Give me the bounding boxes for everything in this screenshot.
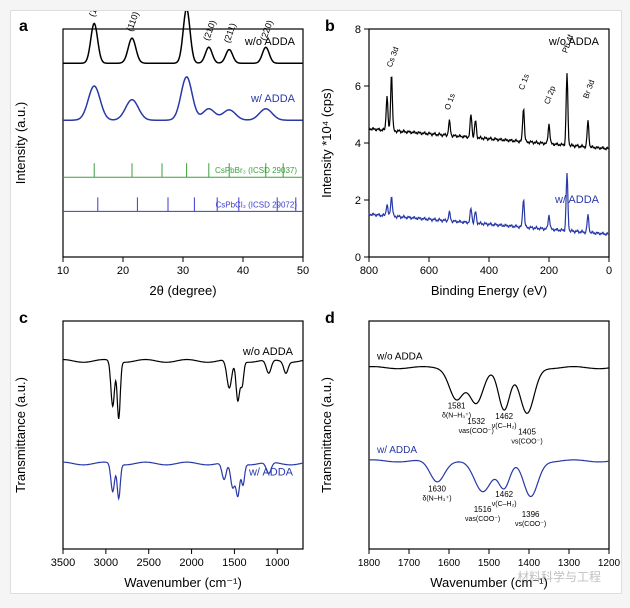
svg-text:3500: 3500 bbox=[51, 557, 75, 569]
svg-text:ν(C–H₂): ν(C–H₂) bbox=[492, 423, 517, 430]
svg-text:1600: 1600 bbox=[438, 558, 461, 569]
svg-text:30: 30 bbox=[177, 265, 189, 277]
svg-text:2θ (degree): 2θ (degree) bbox=[149, 283, 216, 298]
svg-text:1462: 1462 bbox=[495, 490, 513, 499]
svg-text:1800: 1800 bbox=[358, 558, 381, 569]
svg-text:2000: 2000 bbox=[179, 557, 203, 569]
svg-text:50: 50 bbox=[297, 265, 309, 277]
svg-text:6: 6 bbox=[355, 81, 361, 93]
svg-text:b: b bbox=[325, 18, 335, 35]
svg-text:10: 10 bbox=[57, 265, 69, 277]
svg-text:ν(C–H₂): ν(C–H₂) bbox=[492, 501, 517, 508]
svg-text:Cs 3d: Cs 3d bbox=[385, 46, 401, 69]
svg-text:w/ ADDA: w/ ADDA bbox=[376, 445, 417, 456]
svg-text:(100): (100) bbox=[87, 11, 104, 18]
svg-text:Transmittance (a.u.): Transmittance (a.u.) bbox=[319, 377, 334, 493]
svg-text:w/o ADDA: w/o ADDA bbox=[242, 346, 294, 358]
svg-text:w/ ADDA: w/ ADDA bbox=[248, 467, 294, 479]
svg-text:2: 2 bbox=[355, 195, 361, 207]
svg-text:νas(COO⁻): νas(COO⁻) bbox=[459, 428, 494, 435]
svg-text:1200: 1200 bbox=[598, 558, 621, 569]
svg-text:40: 40 bbox=[237, 265, 249, 277]
svg-text:a: a bbox=[19, 18, 28, 35]
svg-text:400: 400 bbox=[480, 265, 498, 277]
svg-text:O 1s: O 1s bbox=[443, 92, 457, 111]
svg-text:2500: 2500 bbox=[136, 557, 160, 569]
svg-text:1462: 1462 bbox=[495, 412, 513, 421]
svg-text:1000: 1000 bbox=[265, 557, 289, 569]
svg-text:C 1s: C 1s bbox=[517, 73, 531, 92]
svg-text:20: 20 bbox=[117, 265, 129, 277]
svg-text:1396: 1396 bbox=[522, 510, 540, 519]
svg-text:Transmittance (a.u.): Transmittance (a.u.) bbox=[13, 377, 28, 493]
svg-text:1630: 1630 bbox=[428, 485, 446, 494]
svg-text:Wavenumber (cm⁻¹): Wavenumber (cm⁻¹) bbox=[124, 575, 242, 590]
svg-text:4: 4 bbox=[355, 138, 361, 150]
svg-text:νs(COO⁻): νs(COO⁻) bbox=[515, 521, 546, 528]
panel-d: dWavenumber (cm⁻¹)Transmittance (a.u.)18… bbox=[317, 303, 621, 593]
svg-text:w/ ADDA: w/ ADDA bbox=[554, 194, 600, 206]
panel-a: a 2θ (degree) Intensity (a.u.) 10 20 30 40 50 (1… bbox=[11, 11, 315, 301]
panel-b: b Binding Energy (eV) Intensity *10⁴ (cps)… bbox=[317, 11, 621, 301]
svg-text:1500: 1500 bbox=[222, 557, 246, 569]
figure-container: a2θ (degree)Intensity (a.u.)1020304050(1… bbox=[10, 10, 622, 594]
svg-text:800: 800 bbox=[360, 265, 378, 277]
svg-text:1516: 1516 bbox=[474, 505, 492, 514]
svg-text:δ(N–H₃⁺): δ(N–H₃⁺) bbox=[422, 496, 451, 503]
svg-text:1532: 1532 bbox=[467, 417, 485, 426]
watermark: 材料科学与工程 bbox=[517, 568, 601, 585]
svg-text:600: 600 bbox=[420, 265, 438, 277]
svg-text:CsPbBr₃ (ICSD 29037): CsPbBr₃ (ICSD 29037) bbox=[215, 166, 297, 175]
svg-text:1581: 1581 bbox=[448, 402, 466, 411]
svg-text:200: 200 bbox=[540, 265, 558, 277]
svg-text:νas(COO⁻): νas(COO⁻) bbox=[465, 516, 500, 523]
svg-text:w/o ADDA: w/o ADDA bbox=[376, 352, 423, 363]
svg-text:1500: 1500 bbox=[478, 558, 501, 569]
svg-text:w/o ADDA: w/o ADDA bbox=[244, 36, 296, 48]
svg-text:νs(COO⁻): νs(COO⁻) bbox=[511, 438, 542, 445]
svg-text:1405: 1405 bbox=[518, 427, 536, 436]
svg-text:(210): (210) bbox=[201, 19, 218, 42]
svg-text:(211): (211) bbox=[222, 22, 238, 45]
svg-text:Intensity *10⁴ (cps): Intensity *10⁴ (cps) bbox=[319, 88, 334, 198]
svg-text:0: 0 bbox=[606, 265, 612, 277]
panel-c: c Wavenumber (cm⁻¹) Transmittance (a.u.) 35… bbox=[11, 303, 315, 593]
svg-text:1700: 1700 bbox=[398, 558, 421, 569]
svg-text:Binding Energy (eV): Binding Energy (eV) bbox=[431, 283, 547, 298]
svg-text:0: 0 bbox=[355, 252, 361, 264]
svg-text:Br 3d: Br 3d bbox=[581, 79, 596, 100]
svg-text:c: c bbox=[19, 310, 28, 327]
svg-text:d: d bbox=[325, 310, 335, 327]
svg-text:8: 8 bbox=[355, 24, 361, 36]
svg-text:Cl 2p: Cl 2p bbox=[542, 84, 557, 105]
svg-text:Intensity (a.u.): Intensity (a.u.) bbox=[13, 102, 28, 184]
svg-text:CsPbCl₃ (ICSD 29072): CsPbCl₃ (ICSD 29072) bbox=[215, 200, 297, 209]
svg-text:w/ ADDA: w/ ADDA bbox=[250, 93, 296, 105]
svg-text:3000: 3000 bbox=[94, 557, 118, 569]
